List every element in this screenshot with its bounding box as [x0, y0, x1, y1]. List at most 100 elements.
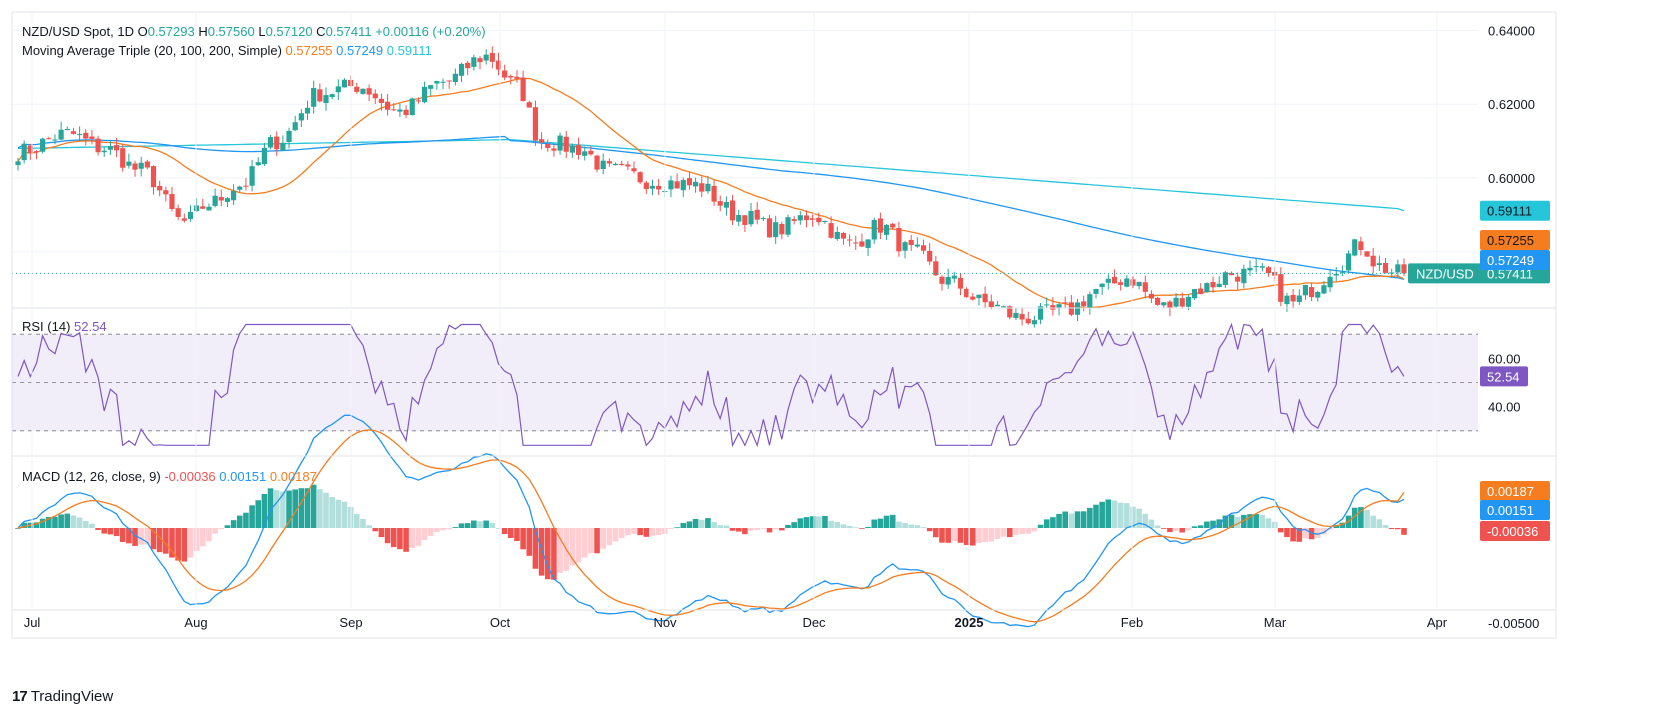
ma200-price-label: 0.59111	[1487, 204, 1532, 219]
macd-histogram-bar	[631, 528, 637, 534]
macd-histogram-bar	[680, 523, 687, 528]
macd-signal-label-bg	[1480, 481, 1550, 501]
candle-body	[27, 145, 33, 154]
macd-histogram-bar	[797, 518, 804, 528]
x-tick-label: Apr	[1427, 615, 1448, 630]
candle-body	[489, 53, 495, 62]
macd-histogram-bar	[360, 518, 366, 528]
macd-histogram-bar	[735, 528, 742, 532]
macd-histogram-bar	[163, 528, 169, 554]
candle-body	[267, 137, 274, 148]
candle-body	[871, 219, 877, 240]
x-tick-label: 2025	[955, 615, 984, 630]
candle-body	[754, 209, 760, 220]
macd-histogram-bar	[230, 520, 237, 528]
tradingview-brand[interactable]: 17 TradingView	[12, 688, 113, 705]
candle-body	[803, 215, 810, 221]
macd-histogram-bar	[1154, 525, 1161, 528]
macd-histogram-bar	[175, 528, 181, 561]
macd-histogram-bar	[434, 528, 440, 533]
candle-body	[415, 100, 421, 102]
candle-body	[766, 218, 773, 238]
candle-body	[1007, 306, 1013, 318]
macd-histogram-bar	[686, 521, 693, 528]
candle-body	[1235, 276, 1241, 282]
candle-body	[1259, 266, 1265, 268]
x-tick-label: Feb	[1121, 615, 1143, 630]
candle-body	[853, 242, 859, 244]
x-tick-label: Dec	[802, 615, 826, 630]
macd-histogram-bar	[440, 528, 446, 531]
macd-histogram-bar	[1296, 528, 1303, 542]
candle-body	[994, 304, 1001, 307]
macd-line-label: 0.00151	[1487, 503, 1534, 518]
macd-histogram-bar	[181, 528, 188, 562]
ma20-price-label: 0.57255	[1487, 233, 1534, 248]
macd-histogram-bar	[840, 524, 847, 528]
candle-body	[822, 220, 828, 222]
macd-histogram-bar	[581, 528, 588, 558]
macd-histogram-bar	[908, 524, 914, 528]
candle-body	[1173, 297, 1179, 307]
candle-body	[1013, 312, 1019, 319]
candle-body	[680, 179, 686, 191]
candle-body	[834, 231, 840, 239]
macd-histogram-bar	[1278, 528, 1284, 533]
candle-body	[569, 145, 575, 153]
macd-histogram-bar	[1382, 525, 1389, 528]
macd-histogram-bar	[889, 514, 896, 528]
macd-histogram-bar	[1111, 500, 1118, 528]
candle-body	[1124, 278, 1130, 287]
candle-body	[1093, 288, 1099, 294]
candle-body	[1148, 293, 1155, 299]
candle-body	[1216, 283, 1222, 287]
macd-histogram-bar	[766, 528, 773, 533]
macd-histogram-bar	[1388, 528, 1395, 530]
candle-body	[927, 250, 933, 262]
candle-body	[144, 161, 150, 168]
macd-histogram-bar	[421, 528, 428, 541]
candle-body	[686, 178, 693, 186]
candle-body	[138, 162, 144, 169]
macd-histogram-bar	[532, 528, 539, 569]
candle-body	[1025, 318, 1031, 324]
candle-body	[957, 277, 964, 289]
macd-histogram-bar	[310, 484, 317, 528]
candle-body	[582, 151, 588, 156]
candle-body	[816, 217, 822, 223]
candle-body	[1050, 305, 1056, 310]
macd-histogram-bar	[1228, 514, 1235, 528]
macd-histogram-bar	[1351, 507, 1358, 528]
candle-body	[1031, 320, 1037, 325]
candle-body	[748, 210, 754, 225]
candle-body	[101, 150, 107, 153]
macd-histogram-bar	[1130, 506, 1136, 528]
price-tick-label: 0.60000	[1488, 171, 1535, 186]
macd-histogram-bar	[1068, 513, 1075, 528]
candle-body	[1333, 274, 1339, 276]
candle-body	[575, 145, 582, 155]
candle-body	[1358, 241, 1364, 250]
macd-histogram-bar	[594, 528, 600, 554]
candle-body	[1228, 273, 1235, 276]
macd-pane	[15, 414, 1407, 628]
candle-body	[951, 275, 957, 279]
ma100-line	[17, 135, 1405, 281]
candle-body	[372, 93, 378, 99]
candle-body	[1253, 266, 1259, 268]
candle-body	[1191, 289, 1198, 299]
macd-histogram-bar	[803, 517, 810, 528]
candle-body	[107, 146, 113, 150]
macd-histogram-bar	[46, 516, 52, 528]
macd-histogram-bar	[612, 528, 619, 542]
macd-histogram-bar	[871, 519, 878, 528]
candle-body	[656, 185, 662, 190]
price-tick-label: 0.62000	[1488, 97, 1535, 112]
ma20-line	[17, 77, 1405, 309]
macd-histogram-bar	[33, 522, 40, 528]
candle-body	[286, 130, 292, 143]
macd-histogram-bar	[1006, 528, 1013, 538]
macd-histogram-bar	[575, 528, 582, 563]
macd-histogram-bar	[403, 528, 409, 552]
